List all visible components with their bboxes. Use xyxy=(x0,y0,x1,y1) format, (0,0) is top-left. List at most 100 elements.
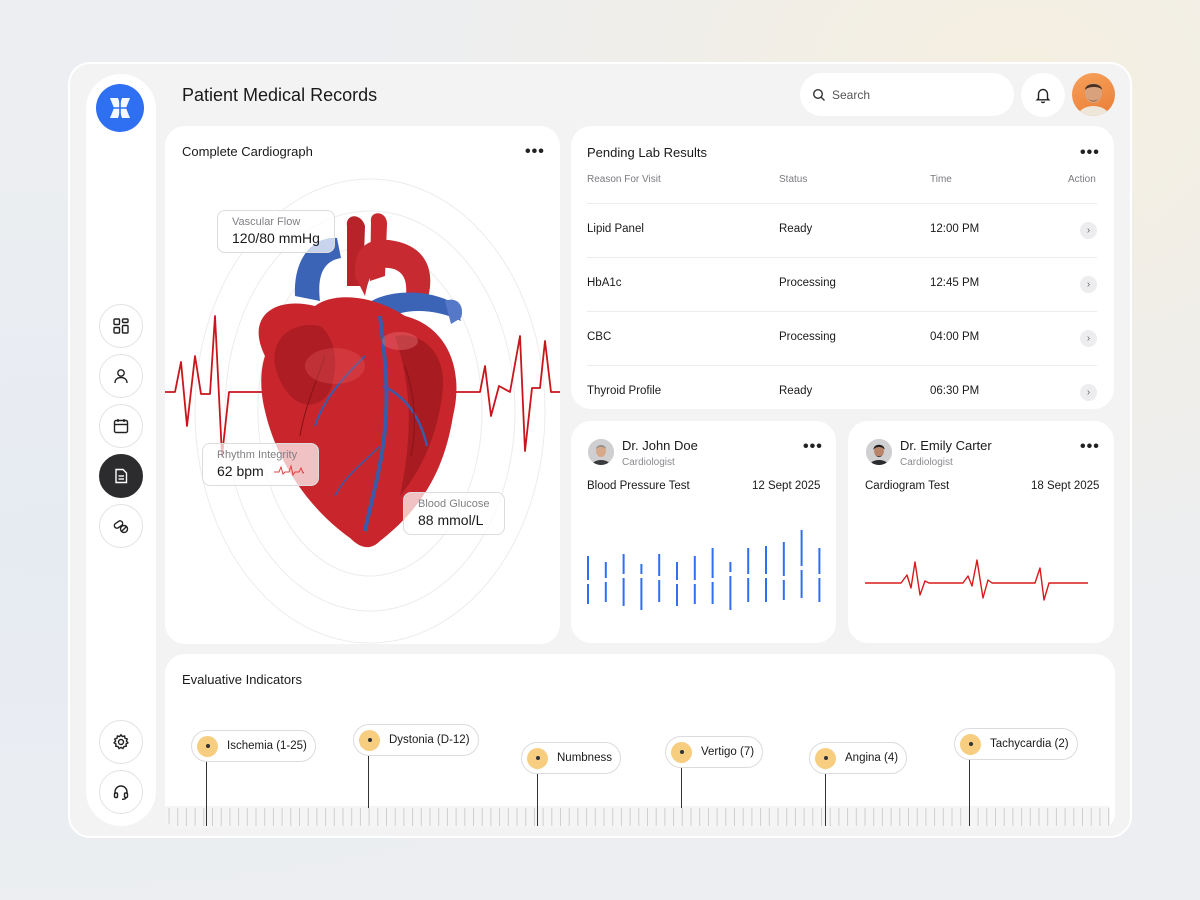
lab-row-2-status: Processing xyxy=(779,277,836,289)
indicator-label: Numbness xyxy=(557,752,612,764)
indicator-vertigo[interactable]: Vertigo (7) xyxy=(665,736,764,768)
search-box[interactable] xyxy=(800,73,1014,116)
document-icon xyxy=(115,468,128,484)
row-divider xyxy=(587,365,1097,366)
cardiograph-card: Complete Cardiograph ••• Vascular Flow 1… xyxy=(165,126,560,644)
indicator-stem xyxy=(681,758,682,808)
test-date: 12 Sept 2025 xyxy=(752,480,821,492)
vascular-flow-value: 120/80 mmHg xyxy=(232,230,320,246)
lab-row-1-action-button[interactable]: › xyxy=(1080,222,1097,239)
lab-row-1-reason: Lipid Panel xyxy=(587,223,644,235)
mini-ecg-icon xyxy=(273,464,304,477)
indicator-angina[interactable]: Angina (4) xyxy=(809,742,908,774)
row-divider xyxy=(587,203,1097,204)
pills-icon xyxy=(113,520,129,534)
doctor-more-button[interactable]: ••• xyxy=(803,438,823,455)
cardiogram-chart xyxy=(865,559,1088,601)
indicator-dot-icon xyxy=(960,733,981,755)
doctor-name: Dr. Emily Carter xyxy=(900,438,992,453)
column-action: Action xyxy=(1068,174,1096,185)
indicator-dot-icon xyxy=(527,747,548,769)
user-photo-icon xyxy=(1077,83,1110,116)
lab-row-2-action-button[interactable]: › xyxy=(1080,276,1097,293)
lab-row-4-status: Ready xyxy=(779,385,813,397)
row-divider xyxy=(587,311,1097,312)
user-avatar[interactable] xyxy=(1072,73,1115,116)
indicator-dystonia[interactable]: Dystonia (D-12) xyxy=(353,724,479,756)
blood-glucose-label: Blood Glucose 88 mmol/L xyxy=(403,492,505,535)
lab-row-2-reason: HbA1c xyxy=(587,277,622,289)
indicator-stem xyxy=(825,764,826,826)
rhythm-integrity-caption: Rhythm Integrity xyxy=(217,449,298,461)
chevron-right-icon: › xyxy=(1086,387,1091,398)
sidebar-item-settings[interactable] xyxy=(99,720,143,764)
rhythm-integrity-value-row: 62 bpm xyxy=(217,463,304,479)
gear-icon xyxy=(113,733,129,750)
dashboard-icon xyxy=(113,318,129,334)
lab-row-4-action-button[interactable]: › xyxy=(1080,384,1097,401)
indicator-stem xyxy=(206,752,207,826)
blood-pressure-chart xyxy=(587,530,821,610)
lab-row-3-action-button[interactable]: › xyxy=(1080,330,1097,347)
indicator-label: Tachycardia (2) xyxy=(990,738,1069,750)
indicator-tachycardia[interactable]: Tachycardia (2) xyxy=(954,728,1078,760)
column-reason: Reason For Visit xyxy=(587,174,661,185)
logo-icon xyxy=(110,98,130,118)
doctor-role: Cardiologist xyxy=(622,457,675,468)
test-name: Blood Pressure Test xyxy=(587,480,690,492)
indicator-dot-icon xyxy=(359,729,380,751)
column-time: Time xyxy=(930,174,952,185)
doctor-more-button[interactable]: ••• xyxy=(1080,438,1100,455)
indicator-ischemia[interactable]: Ischemia (1-25) xyxy=(191,730,316,762)
vascular-flow-label: Vascular Flow 120/80 mmHg xyxy=(217,210,335,253)
indicator-dot-icon xyxy=(671,741,692,763)
sidebar-item-medications[interactable] xyxy=(99,504,143,548)
lab-results-title: Pending Lab Results xyxy=(587,145,707,160)
cardiograph-more-button[interactable]: ••• xyxy=(525,143,545,160)
blood-glucose-caption: Blood Glucose xyxy=(418,498,490,510)
lab-row-1-status: Ready xyxy=(779,223,813,235)
rhythm-integrity-label: Rhythm Integrity 62 bpm xyxy=(202,443,319,486)
lab-row-4-time: 06:30 PM xyxy=(930,385,980,397)
doctor-card-emily-carter[interactable] xyxy=(848,421,1114,643)
indicator-label: Dystonia (D-12) xyxy=(389,734,470,746)
sidebar-item-records[interactable] xyxy=(99,454,143,498)
indicator-label: Angina (4) xyxy=(845,752,899,764)
indicator-stem xyxy=(368,746,369,808)
app-logo[interactable] xyxy=(96,84,144,132)
indicator-ruler xyxy=(165,806,1110,828)
notifications-button[interactable] xyxy=(1021,73,1065,117)
sidebar-item-support[interactable] xyxy=(99,770,143,814)
lab-results-more-button[interactable]: ••• xyxy=(1080,144,1100,161)
search-input[interactable] xyxy=(832,87,1002,102)
indicator-label: Ischemia (1-25) xyxy=(227,740,307,752)
chevron-right-icon: › xyxy=(1086,333,1091,344)
sidebar xyxy=(86,74,156,826)
chevron-right-icon: › xyxy=(1086,279,1091,290)
vascular-flow-caption: Vascular Flow xyxy=(232,216,301,228)
lab-row-3-time: 04:00 PM xyxy=(930,331,980,343)
doctor-card-john-doe[interactable] xyxy=(571,421,836,643)
doctor-name: Dr. John Doe xyxy=(622,438,698,453)
row-divider xyxy=(587,257,1097,258)
cardiograph-title: Complete Cardiograph xyxy=(182,144,313,159)
lab-row-3-reason: CBC xyxy=(587,331,612,343)
indicator-label: Vertigo (7) xyxy=(701,746,755,758)
doctor-avatar xyxy=(866,439,892,465)
calendar-icon xyxy=(113,419,129,434)
indicator-numbness[interactable]: Numbness xyxy=(521,742,621,774)
search-icon xyxy=(812,88,825,101)
lab-row-1-time: 12:00 PM xyxy=(930,223,980,235)
test-name: Cardiogram Test xyxy=(865,480,950,492)
page-title: Patient Medical Records xyxy=(182,85,378,105)
sidebar-item-patients[interactable] xyxy=(99,354,143,398)
sidebar-item-calendar[interactable] xyxy=(99,404,143,448)
lab-results-card xyxy=(571,126,1114,409)
doctor-role: Cardiologist xyxy=(900,457,953,468)
doctor-photo-icon xyxy=(866,439,892,465)
indicator-dot-icon xyxy=(197,735,218,757)
heart-illustration xyxy=(165,178,560,644)
sidebar-item-dashboard[interactable] xyxy=(99,304,143,348)
indicators-title: Evaluative Indicators xyxy=(182,672,302,687)
user-icon xyxy=(114,369,128,384)
